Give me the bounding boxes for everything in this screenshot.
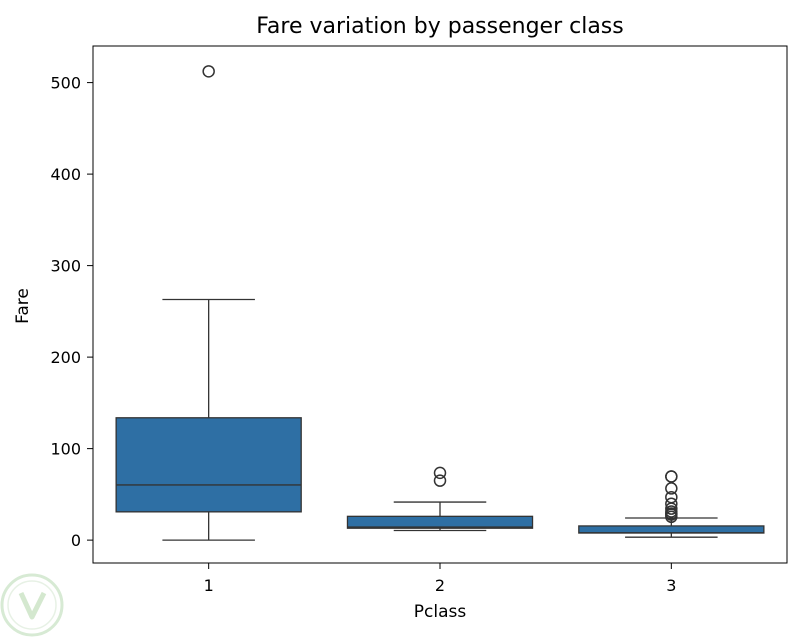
iqr-box	[346, 515, 534, 529]
outlier-point	[665, 490, 678, 504]
y-tick-label: 500	[50, 74, 81, 93]
iqr-box	[578, 525, 765, 534]
y-tick-label: 100	[50, 440, 81, 459]
box-group-class-3	[578, 470, 765, 538]
outlier-point	[433, 466, 447, 480]
x-axis: 1 2 3	[204, 563, 676, 595]
iqr-box	[115, 417, 302, 513]
outlier-point	[202, 65, 215, 78]
y-tick-label: 300	[50, 257, 81, 276]
outlier-point	[665, 497, 678, 511]
x-tick-label: 3	[666, 576, 676, 595]
x-tick-label: 1	[204, 576, 214, 595]
y-axis-label: Fare	[13, 288, 33, 324]
x-axis-label: Pclass	[414, 602, 467, 622]
outlier-point	[665, 470, 678, 483]
outlier-point	[433, 474, 447, 487]
box-group-class-2	[346, 466, 534, 532]
chart-title: Fare variation by passenger class	[256, 14, 623, 39]
outlier-point	[665, 482, 678, 495]
y-axis: 0 100 200 300 400 500	[50, 74, 93, 550]
plot-area	[115, 65, 765, 541]
y-tick-label: 400	[50, 165, 81, 184]
box-group-class-1	[115, 65, 302, 541]
watermark-logo	[0, 573, 64, 637]
y-tick-label: 0	[71, 531, 81, 550]
x-tick-label: 2	[435, 576, 445, 595]
y-tick-label: 200	[50, 348, 81, 367]
